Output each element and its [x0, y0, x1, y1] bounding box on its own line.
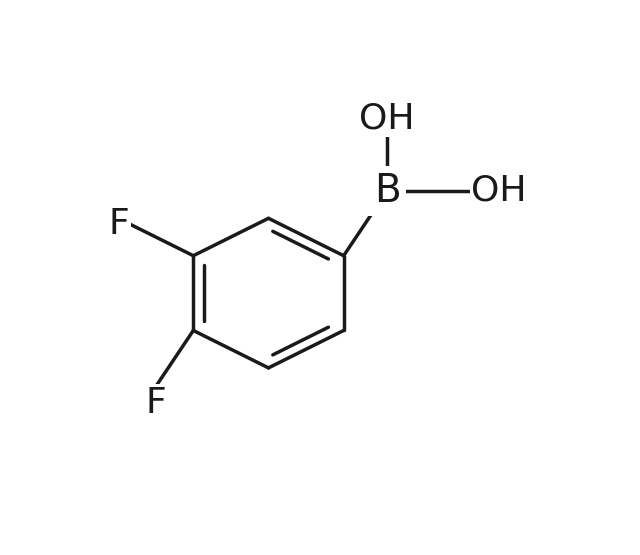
Text: B: B [374, 172, 401, 210]
Text: F: F [108, 206, 129, 241]
Text: OH: OH [472, 174, 527, 208]
Text: F: F [146, 386, 166, 420]
Text: OH: OH [359, 102, 415, 135]
